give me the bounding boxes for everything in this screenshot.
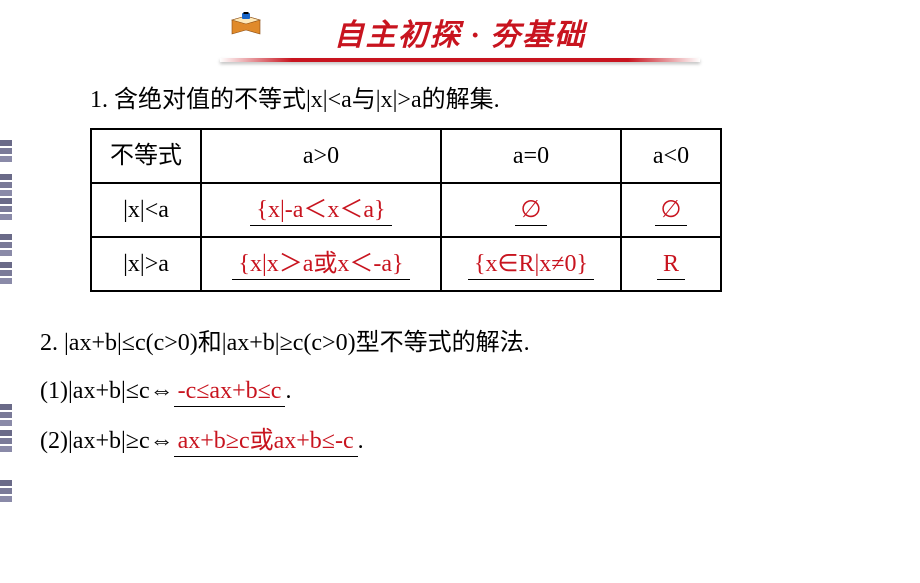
spine-marker (0, 140, 12, 146)
th-ineq: 不等式 (91, 129, 201, 183)
spine-marker (0, 480, 12, 486)
row1-c2-answer: ∅ (515, 196, 548, 226)
section2-intro: 2. |ax+b|≤c(c>0)和|ax+b|≥c(c>0)型不等式的解法. (40, 322, 880, 357)
item1-answer: -c≤ax+b≤c (174, 377, 286, 407)
row2-c2-answer: {x∈R|x≠0} (468, 250, 594, 280)
row2-c1-answer: {x|x＞a或x＜-a} (232, 250, 409, 280)
solution-set-table: 不等式 a>0 a=0 a<0 |x|<a {x|-a＜x＜a} ∅ ∅ |x|… (90, 128, 722, 292)
left-spine (0, 10, 14, 583)
table-row: |x|<a {x|-a＜x＜a} ∅ ∅ (91, 183, 721, 237)
row2-c3-answer: R (657, 250, 685, 280)
item2-prefix: (2)|ax+b|≥c⇔ (40, 428, 174, 454)
item2-suffix: . (358, 428, 364, 454)
row2-label: |x|>a (91, 237, 201, 291)
section-2: 2. |ax+b|≤c(c>0)和|ax+b|≥c(c>0)型不等式的解法. (… (0, 322, 920, 457)
table-header-row: 不等式 a>0 a=0 a<0 (91, 129, 721, 183)
book-icon (230, 12, 264, 40)
th-a-gt-0: a>0 (201, 129, 441, 183)
section2-item-2: (2)|ax+b|≥c⇔ax+b≥c或ax+b≤-c. (40, 427, 880, 457)
spine-marker (0, 198, 12, 204)
section2-item-1: (1)|ax+b|≤c⇔-c≤ax+b≤c. (40, 377, 880, 407)
spine-marker (0, 234, 12, 240)
item1-suffix: . (285, 378, 291, 404)
row1-c1-answer: {x|-a＜x＜a} (250, 196, 391, 226)
row1-label: |x|<a (91, 183, 201, 237)
header-underline (220, 58, 700, 62)
header-banner: 自主初探 · 夯基础 (220, 10, 700, 62)
th-a-lt-0: a<0 (621, 129, 721, 183)
item1-prefix: (1)|ax+b|≤c⇔ (40, 378, 174, 404)
spine-marker (0, 174, 12, 180)
spine-marker (0, 430, 12, 436)
table-row: |x|>a {x|x＞a或x＜-a} {x∈R|x≠0} R (91, 237, 721, 291)
spine-marker (0, 404, 12, 410)
item2-answer: ax+b≥c或ax+b≤-c (174, 427, 358, 457)
section1-intro: 1. 含绝对值的不等式|x|<a与|x|>a的解集. (90, 82, 880, 118)
row1-c3-answer: ∅ (655, 196, 688, 226)
th-a-eq-0: a=0 (441, 129, 621, 183)
spine-marker (0, 262, 12, 268)
section-1: 1. 含绝对值的不等式|x|<a与|x|>a的解集. 不等式 a>0 a=0 a… (0, 62, 920, 292)
header-title: 自主初探 · 夯基础 (334, 10, 587, 54)
